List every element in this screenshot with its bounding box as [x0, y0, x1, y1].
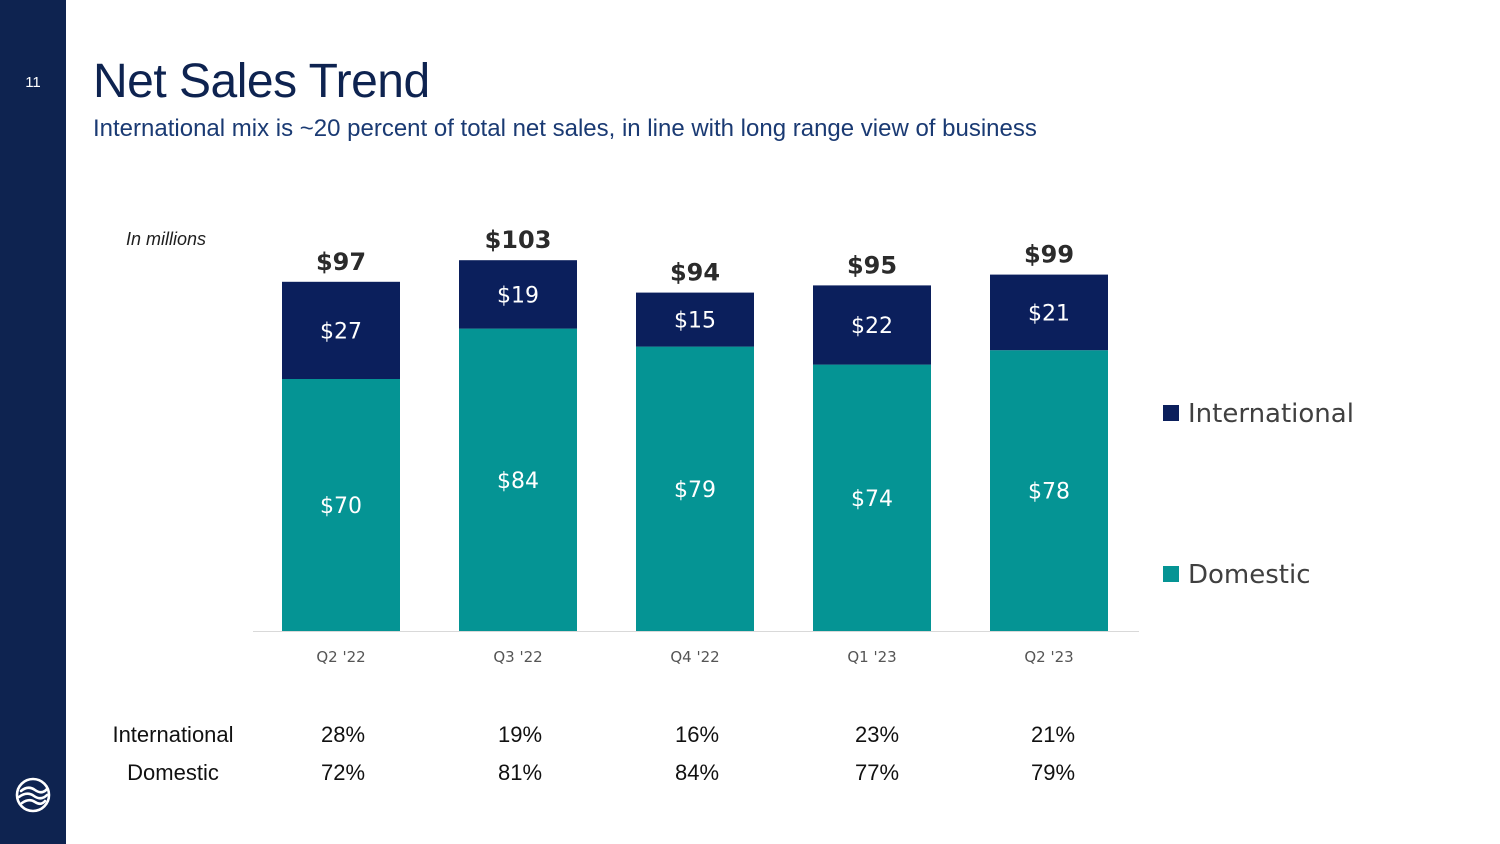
page-title: Net Sales Trend	[93, 55, 430, 108]
bar-domestic	[813, 364, 931, 631]
legend-swatch-domestic	[1163, 566, 1179, 582]
bar-international	[459, 260, 577, 329]
bar-domestic	[990, 350, 1108, 631]
legend-swatch-international	[1163, 405, 1179, 421]
x-tick-label: Q1 '23	[847, 648, 896, 666]
total-label: $95	[847, 251, 897, 279]
bar-domestic	[636, 346, 754, 631]
data-label-domestic: $84	[497, 469, 539, 494]
total-label: $97	[316, 248, 366, 276]
total-label: $103	[485, 226, 552, 254]
x-tick-label: Q3 '22	[493, 648, 542, 666]
data-label-international: $21	[1028, 301, 1070, 326]
bar-international	[990, 274, 1108, 351]
x-tick-label: Q4 '22	[670, 648, 719, 666]
x-tick-label: Q2 '22	[316, 648, 365, 666]
data-label-domestic: $79	[674, 478, 716, 503]
page-number: 11	[25, 74, 41, 91]
data-label-international: $22	[851, 314, 893, 339]
bar-international	[813, 285, 931, 365]
data-label-domestic: $70	[320, 494, 362, 519]
data-label-domestic: $78	[1028, 480, 1070, 505]
bar-domestic	[282, 379, 400, 631]
sidebar: 11	[0, 0, 66, 844]
total-label: $94	[670, 259, 720, 287]
legend-label-international: International	[1188, 399, 1354, 429]
data-label-international: $27	[320, 319, 362, 344]
total-label: $99	[1024, 241, 1074, 269]
legend-label-domestic: Domestic	[1188, 560, 1311, 590]
bar-international	[282, 281, 400, 379]
x-tick-label: Q2 '23	[1024, 648, 1073, 666]
bar-international	[636, 292, 754, 347]
data-label-international: $15	[674, 309, 716, 334]
page-subtitle: International mix is ~20 percent of tota…	[93, 115, 1037, 142]
bar-domestic	[459, 328, 577, 631]
data-label-international: $19	[497, 283, 539, 308]
data-label-domestic: $74	[851, 487, 893, 512]
units-note: In millions	[126, 229, 207, 249]
company-logo-icon	[15, 777, 51, 813]
